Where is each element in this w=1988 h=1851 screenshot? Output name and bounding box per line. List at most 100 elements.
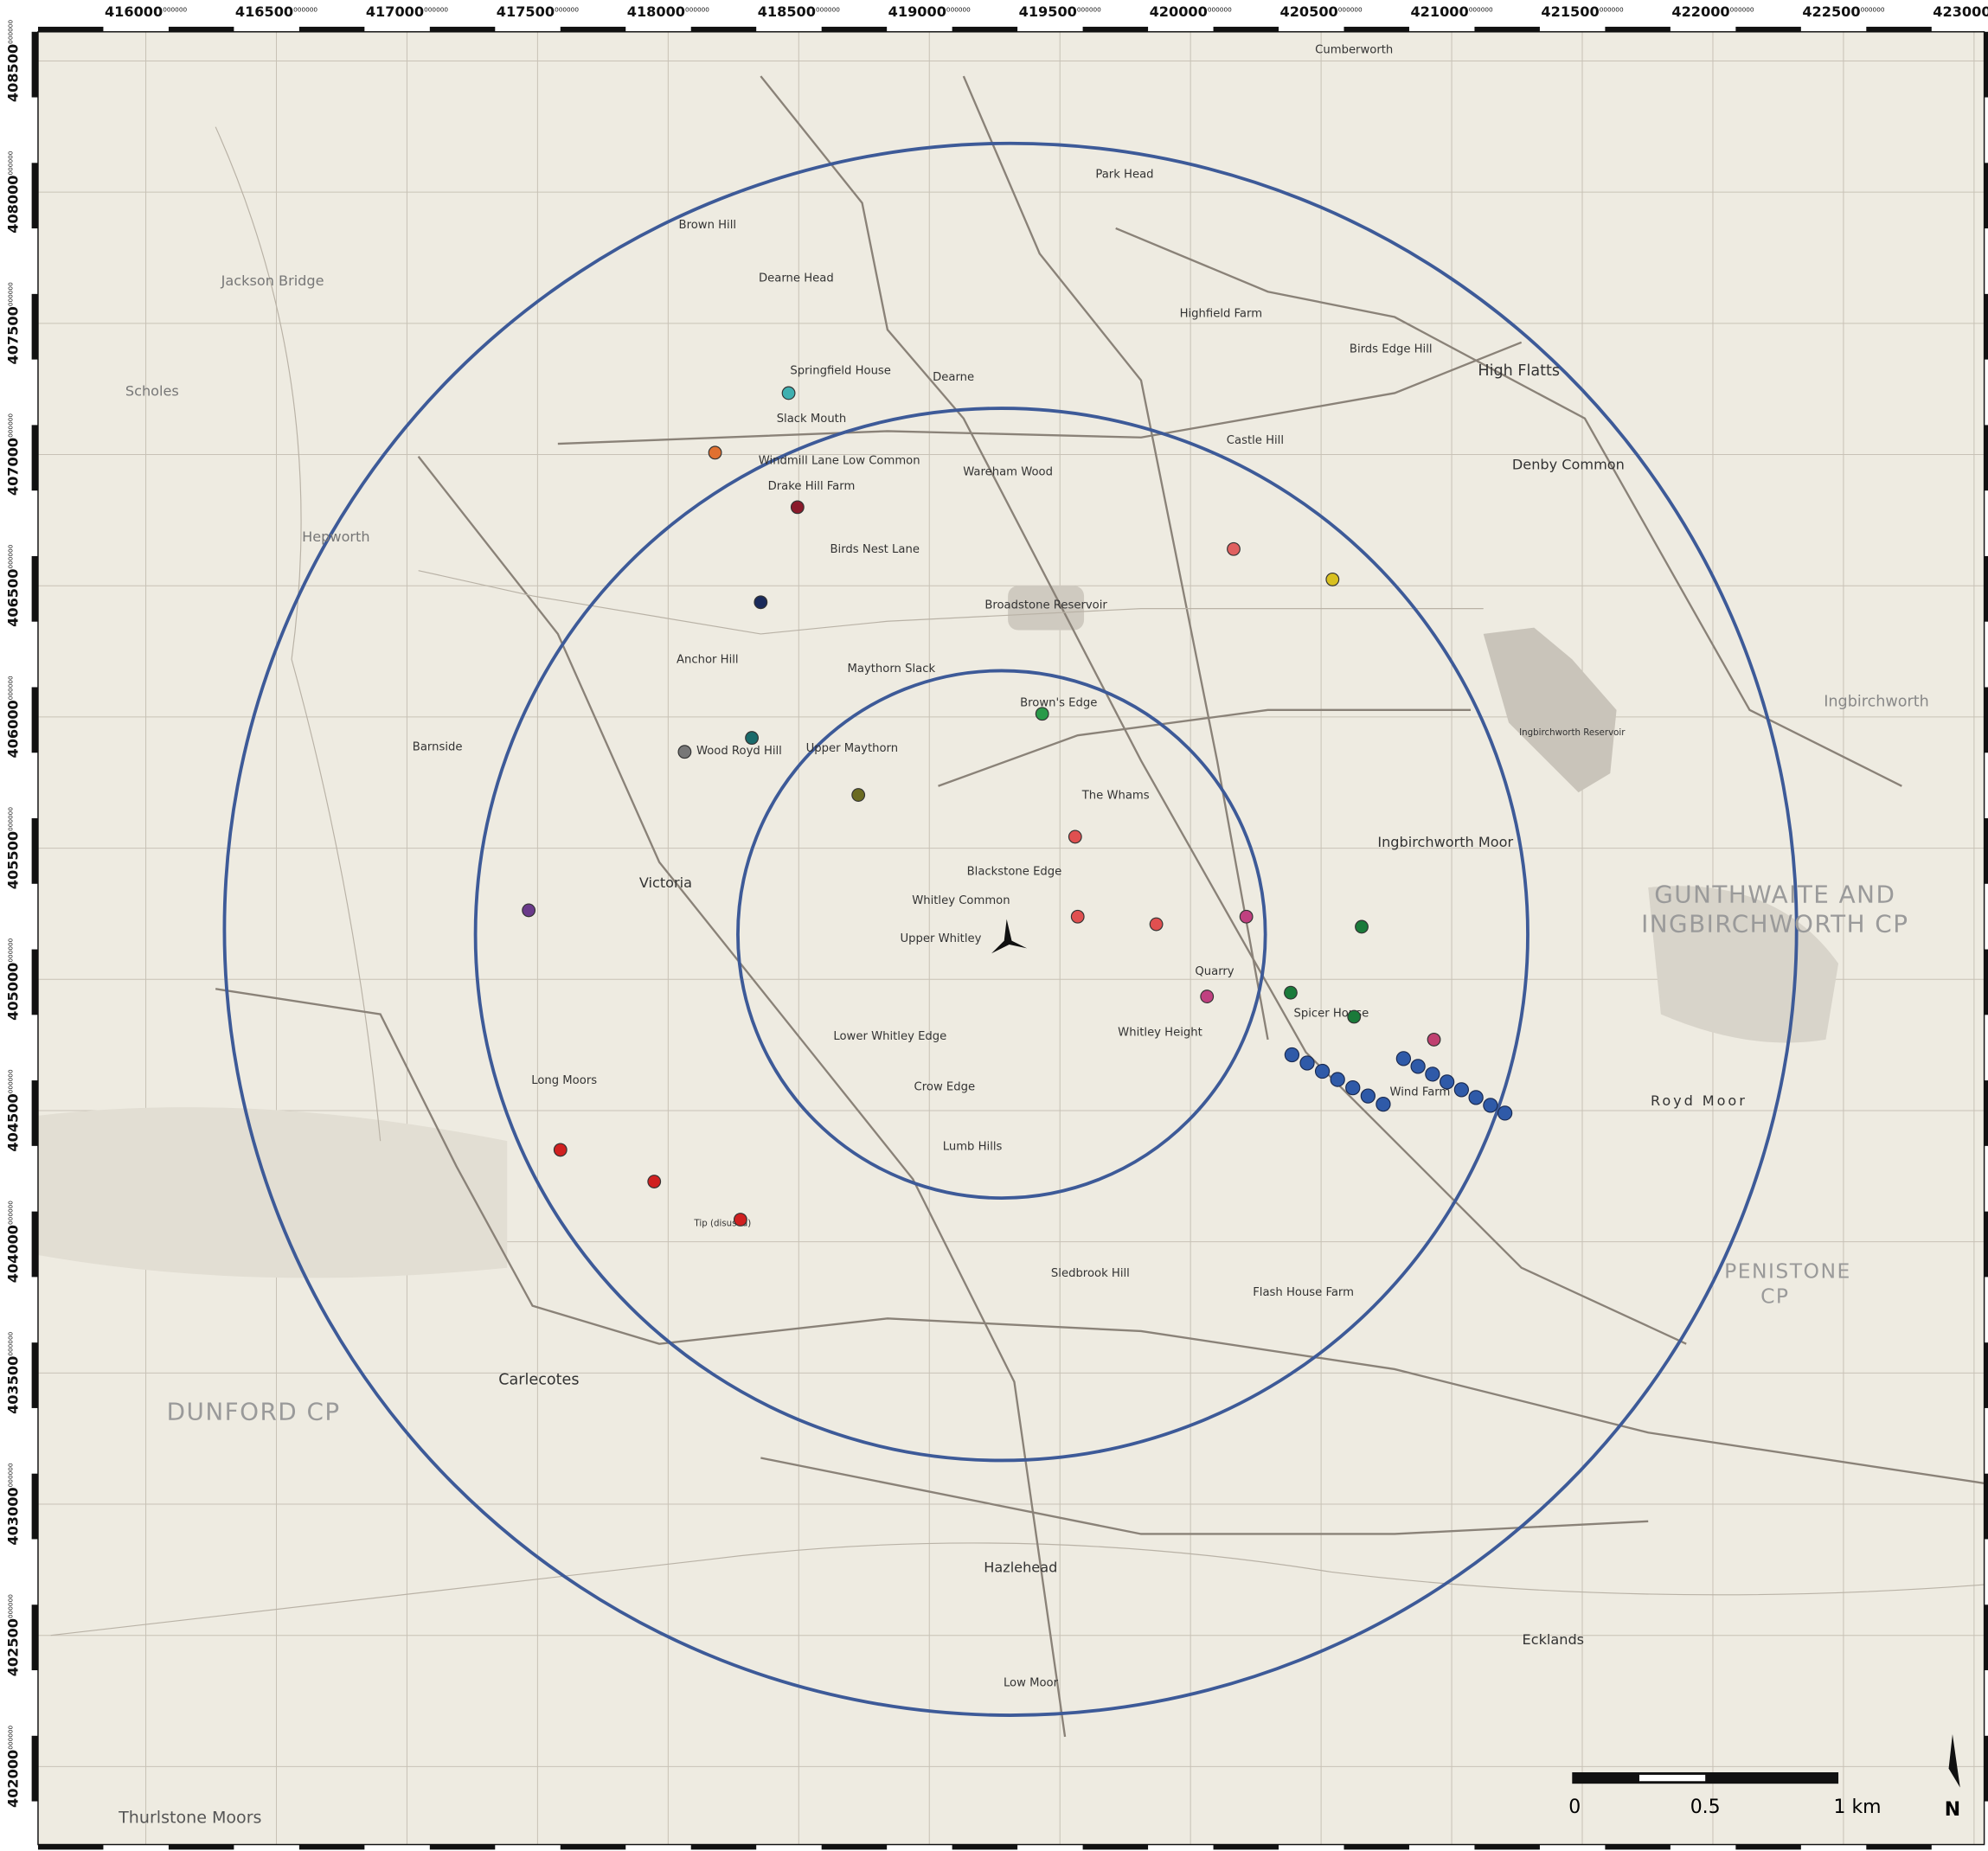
place-label: Windmill Lane Low Common: [759, 455, 920, 468]
frame-tick: [952, 26, 1018, 32]
coordinate-suffix: 000000: [424, 5, 448, 13]
coordinate-suffix: 000000: [7, 1201, 15, 1225]
frame-tick: [1984, 555, 1988, 622]
frame-tick: [821, 1844, 888, 1850]
moor: [1648, 886, 1839, 1043]
coordinate-suffix: 000000: [7, 938, 15, 962]
moor: [37, 1107, 508, 1278]
x-coordinate-label: 417500000000: [497, 3, 580, 20]
frame-tick: [1984, 1211, 1988, 1278]
turbine: [1345, 1079, 1361, 1096]
point: [553, 1143, 568, 1157]
point: [708, 445, 722, 460]
y-coordinate-label: 402500000000: [5, 1594, 22, 1677]
coordinate-suffix: 000000: [946, 5, 971, 13]
y-coordinate-label: 404500000000: [5, 1069, 22, 1152]
y-coordinate-label: 403000000000: [5, 1463, 22, 1546]
frame: [31, 26, 1988, 1850]
x-coordinate-label: 422000000000: [1671, 3, 1754, 20]
frame-tick: [1082, 1844, 1149, 1850]
frame-tick: [1984, 1342, 1988, 1408]
frame-tick: [1866, 1844, 1932, 1850]
place-label: Blackstone Edge: [967, 865, 1062, 878]
turbine: [1314, 1063, 1331, 1079]
place-label: Springfield House: [790, 364, 891, 377]
coordinate-suffix: 000000: [1730, 5, 1754, 13]
ring: [473, 407, 1529, 1463]
coordinate-suffix: 000000: [7, 544, 15, 568]
coordinate-value: 418000: [627, 3, 685, 20]
point: [1200, 990, 1215, 1003]
place-label: Cumberworth: [1315, 44, 1393, 57]
area-label: DUNFORD CP: [167, 1398, 341, 1426]
coordinate-value: 403500: [5, 1356, 22, 1414]
x-coordinate-label: 419000000000: [888, 3, 972, 20]
place-label: Carlecotes: [498, 1372, 579, 1389]
place-label: Scholes: [125, 382, 179, 399]
area-label: GUNTHWAITE AND: [1654, 881, 1895, 909]
frame-tick: [1344, 1844, 1409, 1850]
coordinate-suffix: 000000: [7, 676, 15, 700]
site-centre: [991, 919, 1028, 954]
frame-tick: [31, 949, 38, 1015]
place-label: Lower Whitley Edge: [833, 1030, 946, 1043]
coordinate-suffix: 000000: [1469, 5, 1493, 13]
coordinate-value: 422500: [1802, 3, 1860, 20]
coordinate-suffix: 000000: [7, 20, 15, 44]
reservoir: [1008, 586, 1085, 631]
frame-tick: [31, 1473, 38, 1540]
coordinate-suffix: 000000: [7, 282, 15, 306]
scale-label: 1 km: [1834, 1797, 1882, 1818]
place-label: Thurlstone Moors: [118, 1809, 261, 1828]
frame-tick: [1344, 26, 1409, 32]
turbine: [1330, 1072, 1345, 1087]
frame-tick: [31, 425, 38, 491]
point: [1284, 985, 1298, 1000]
scale-bar-segment: [1638, 1774, 1706, 1782]
place-label: Ingbirchworth Reservoir: [1519, 727, 1626, 738]
place-label: Broadstone Reservoir: [984, 599, 1107, 612]
coordinate-value: 417000: [366, 3, 424, 20]
place-label: Long Moors: [531, 1074, 597, 1087]
frame-tick: [429, 26, 496, 32]
reservoir: [1483, 627, 1617, 793]
coordinate-value: 405500: [5, 831, 22, 889]
frame-tick: [31, 687, 38, 753]
point: [1070, 909, 1085, 924]
area-label: PENISTONE: [1724, 1259, 1851, 1283]
place-label: Birds Nest Lane: [830, 543, 920, 556]
point: [851, 788, 866, 802]
y-coordinate-label: 408500000000: [5, 20, 22, 103]
y-coordinate-label: 404000000000: [5, 1201, 22, 1284]
frame-tick: [1474, 26, 1540, 32]
coordinate-value: 416000: [105, 3, 163, 20]
coordinate-value: 404500: [5, 1093, 22, 1151]
y-coordinate-label: 405500000000: [5, 807, 22, 890]
coordinate-value: 421500: [1541, 3, 1599, 20]
coordinate-value: 408500: [5, 44, 22, 102]
frame-tick: [1866, 26, 1932, 32]
frame-tick: [1082, 26, 1149, 32]
place-label: Upper Maythorn: [806, 742, 899, 755]
coordinate-value: 405000: [5, 963, 22, 1021]
point: [677, 745, 692, 759]
place-label: Crow Edge: [914, 1081, 976, 1094]
coordinate-value: 420000: [1150, 3, 1208, 20]
buffer-rings: [222, 141, 1799, 1717]
coordinate-suffix: 000000: [1208, 5, 1232, 13]
frame-tick: [429, 1844, 496, 1850]
y-coordinate-label: 406500000000: [5, 544, 22, 627]
frame-tick: [298, 1844, 365, 1850]
road: [557, 341, 1523, 445]
roads: [215, 75, 1985, 1738]
frame-tick: [1984, 949, 1988, 1015]
place-label: Upper Whitley: [900, 932, 981, 945]
track: [418, 570, 1484, 635]
coordinate-value: 406000: [5, 700, 22, 758]
place-label: High Flatts: [1478, 362, 1560, 380]
point: [781, 386, 796, 400]
turbine: [1483, 1098, 1498, 1113]
coordinate-value: 403000: [5, 1487, 22, 1545]
place-label: Hepworth: [302, 528, 369, 545]
frame-tick: [1735, 1844, 1801, 1850]
